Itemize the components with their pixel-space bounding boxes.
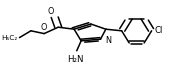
Text: O: O — [47, 7, 54, 16]
Text: H₂N: H₂N — [68, 55, 84, 64]
Text: ethyl: ethyl — [2, 35, 18, 40]
Text: O: O — [41, 23, 47, 32]
Text: N: N — [105, 36, 111, 45]
Text: Cl: Cl — [154, 26, 163, 35]
Text: H₅C₂: H₅C₂ — [1, 35, 18, 41]
